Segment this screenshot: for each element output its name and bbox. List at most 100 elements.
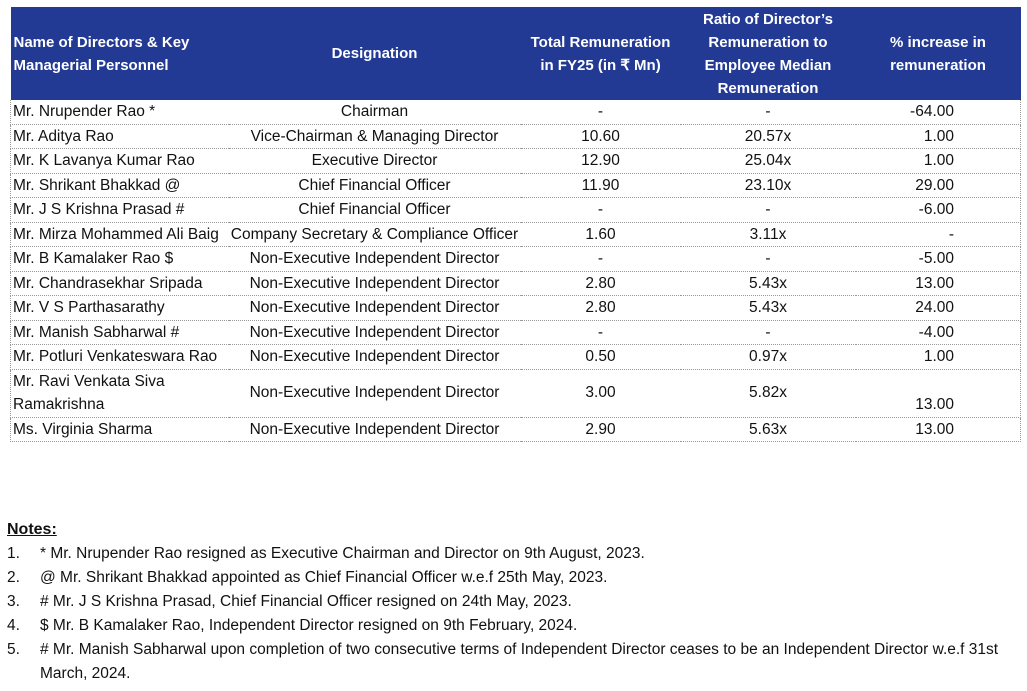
note-item: 5. # Mr. Manish Sabharwal upon completion… (7, 638, 1000, 686)
table-row: Mr. J S Krishna Prasad # Chief Financial … (10, 197, 1021, 223)
note-number: 1. (7, 545, 20, 562)
cell-total-remuneration: 2.80 (520, 271, 681, 296)
cell-pct-increase: 13.00 (855, 271, 1021, 296)
table-row: Mr. Chandrasekhar Sripada Non-Executive I… (10, 271, 1021, 296)
cell-name: Mr. Manish Sabharwal # (10, 320, 229, 345)
table-row: Mr. V S Parthasarathy Non-Executive Indep… (10, 295, 1021, 321)
note-number: 5. (7, 641, 20, 658)
note-item: 4. $ Mr. B Kamalaker Rao, Independent Dir… (7, 614, 1000, 638)
cell-total-remuneration: 0.50 (520, 344, 681, 370)
cell-pct-increase: 29.00 (855, 173, 1021, 198)
note-text: @ Mr. Shrikant Bhakkad appointed as Chie… (40, 569, 608, 586)
cell-ratio: 5.43x (680, 295, 856, 321)
cell-name: Mr. Mirza Mohammed Ali Baig (10, 222, 229, 247)
cell-ratio: 5.43x (680, 271, 856, 296)
header-designation: Designation (228, 7, 521, 100)
cell-total-remuneration: 2.80 (520, 295, 681, 321)
cell-pct-increase: -64.00 (855, 100, 1021, 125)
table-row: Mr. Manish Sabharwal # Non-Executive Inde… (10, 320, 1021, 345)
table-header-row: Name of Directors & Key Managerial Perso… (10, 7, 1021, 100)
cell-total-remuneration: 10.60 (520, 124, 681, 149)
cell-ratio: 0.97x (680, 344, 856, 370)
notes-section: Notes: 1. * Mr. Nrupender Rao resigned as… (7, 518, 1000, 686)
cell-total-remuneration: - (520, 197, 681, 223)
cell-pct-increase: 24.00 (855, 295, 1021, 321)
note-number: 3. (7, 593, 20, 610)
cell-designation: Chairman (228, 100, 521, 125)
cell-total-remuneration: - (520, 246, 681, 272)
cell-name: Mr. Aditya Rao (10, 124, 229, 149)
cell-total-remuneration: 11.90 (520, 173, 681, 198)
cell-designation: Non-Executive Independent Director (228, 417, 521, 442)
cell-ratio: 5.82x (680, 369, 856, 418)
cell-total-remuneration: - (520, 320, 681, 345)
cell-designation: Executive Director (228, 148, 521, 174)
cell-pct-increase: 1.00 (855, 148, 1021, 174)
cell-name: Mr. K Lavanya Kumar Rao (10, 148, 229, 174)
note-item: 2. @ Mr. Shrikant Bhakkad appointed as Ch… (7, 566, 1000, 590)
cell-total-remuneration: 3.00 (520, 369, 681, 418)
cell-designation: Non-Executive Independent Director (228, 295, 521, 321)
cell-ratio: 23.10x (680, 173, 856, 198)
cell-ratio: - (680, 197, 856, 223)
cell-pct-increase: -4.00 (855, 320, 1021, 345)
cell-name: Mr. Nrupender Rao * (10, 100, 229, 125)
cell-name: Mr. Shrikant Bhakkad @ (10, 173, 229, 198)
cell-name: Mr. Potluri Venkateswara Rao (10, 344, 229, 370)
note-text: # Mr. J S Krishna Prasad, Chief Financia… (40, 593, 572, 610)
table-row: Mr. Nrupender Rao * Chairman - - -64.00 (10, 100, 1021, 125)
cell-ratio: - (680, 320, 856, 345)
table-row: Mr. B Kamalaker Rao $ Non-Executive Indep… (10, 246, 1021, 272)
cell-pct-increase: - (855, 222, 1021, 247)
remuneration-table: Name of Directors & Key Managerial Perso… (10, 7, 1021, 442)
cell-total-remuneration: - (520, 100, 681, 125)
cell-designation: Non-Executive Independent Director (228, 369, 521, 418)
note-text: * Mr. Nrupender Rao resigned as Executiv… (40, 545, 645, 562)
header-name: Name of Directors & Key Managerial Perso… (10, 7, 229, 100)
cell-ratio: 20.57x (680, 124, 856, 149)
cell-total-remuneration: 12.90 (520, 148, 681, 174)
cell-designation: Company Secretary & Compliance Officer (228, 222, 521, 247)
header-ratio: Ratio of Director’s Remuneration to Empl… (680, 7, 856, 100)
cell-name: Mr. B Kamalaker Rao $ (10, 246, 229, 272)
cell-designation: Vice-Chairman & Managing Director (228, 124, 521, 149)
cell-designation: Non-Executive Independent Director (228, 344, 521, 370)
cell-ratio: 25.04x (680, 148, 856, 174)
note-text: $ Mr. B Kamalaker Rao, Independent Direc… (40, 617, 578, 634)
header-total-remuneration: Total Remuneration in FY25 (in ₹ Mn) (520, 7, 681, 100)
table-row: Mr. Mirza Mohammed Ali Baig Company Secre… (10, 222, 1021, 247)
notes-title: Notes: (7, 521, 57, 538)
cell-name: Mr. Chandrasekhar Sripada (10, 271, 229, 296)
cell-pct-increase: 13.00 (855, 417, 1021, 442)
note-number: 2. (7, 569, 20, 586)
cell-name: Mr. V S Parthasarathy (10, 295, 229, 321)
note-text: # Mr. Manish Sabharwal upon completion o… (40, 641, 999, 682)
note-item: 3. # Mr. J S Krishna Prasad, Chief Financ… (7, 590, 1000, 614)
note-number: 4. (7, 617, 20, 634)
table-row: Mr. Aditya Rao Vice-Chairman & Managing D… (10, 124, 1021, 149)
cell-total-remuneration: 1.60 (520, 222, 681, 247)
cell-name: Mr. J S Krishna Prasad # (10, 197, 229, 223)
cell-total-remuneration: 2.90 (520, 417, 681, 442)
cell-designation: Non-Executive Independent Director (228, 271, 521, 296)
cell-designation: Non-Executive Independent Director (228, 320, 521, 345)
table-row: Mr. Ravi Venkata Siva Ramakrishna Non-Exe… (10, 369, 1021, 418)
cell-name: Ms. Virginia Sharma (10, 417, 229, 442)
cell-ratio: 3.11x (680, 222, 856, 247)
cell-ratio: - (680, 100, 856, 125)
table-row: Ms. Virginia Sharma Non-Executive Indepen… (10, 417, 1021, 442)
cell-designation: Chief Financial Officer (228, 173, 521, 198)
table-row: Mr. K Lavanya Kumar Rao Executive Directo… (10, 148, 1021, 174)
cell-ratio: - (680, 246, 856, 272)
table-row: Mr. Potluri Venkateswara Rao Non-Executiv… (10, 344, 1021, 370)
cell-ratio: 5.63x (680, 417, 856, 442)
table-row: Mr. Shrikant Bhakkad @ Chief Financial Of… (10, 173, 1021, 198)
cell-designation: Chief Financial Officer (228, 197, 521, 223)
cell-pct-increase: 13.00 (855, 369, 1021, 418)
cell-pct-increase: 1.00 (855, 344, 1021, 370)
cell-name: Mr. Ravi Venkata Siva Ramakrishna (10, 369, 229, 418)
cell-pct-increase: -5.00 (855, 246, 1021, 272)
header-pct-increase: % increase in remuneration (855, 7, 1021, 100)
cell-pct-increase: 1.00 (855, 124, 1021, 149)
note-item: 1. * Mr. Nrupender Rao resigned as Execut… (7, 542, 1000, 566)
